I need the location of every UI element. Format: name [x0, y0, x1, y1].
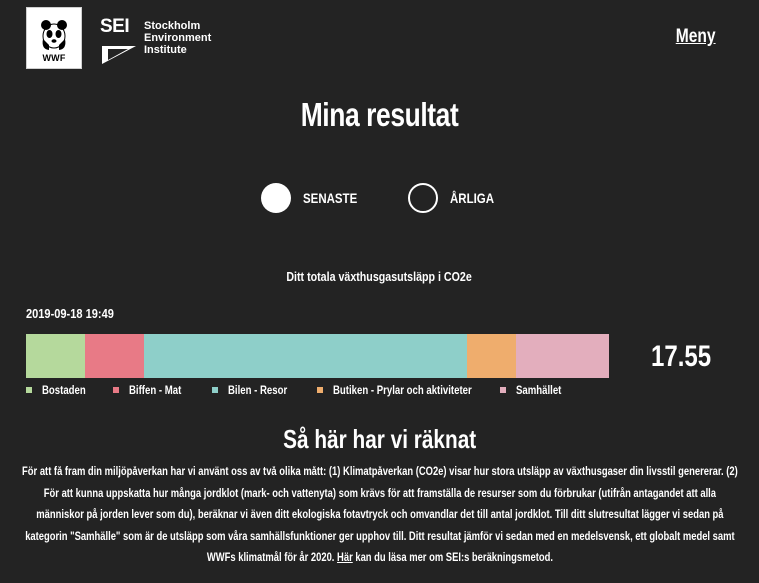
legend-item: Biffen - Mat — [113, 383, 212, 397]
radio-selected-icon[interactable] — [261, 183, 291, 213]
sei-logo[interactable]: SEI Stockholm Environment Institute — [100, 16, 230, 68]
header: WWF SEI Stockholm Environment Institute … — [0, 0, 759, 80]
legend-item: Bilen - Resor — [212, 383, 317, 397]
result-timestamp: 2019-09-18 19:49 — [26, 306, 129, 321]
legend-label: Samhället — [516, 383, 562, 397]
wwf-logo[interactable]: WWF — [26, 7, 82, 69]
legend-item: Butiken - Prylar och aktiviteter — [317, 383, 500, 397]
wwf-label: WWF — [42, 53, 66, 63]
toggle-senaste[interactable]: SENASTE — [261, 180, 369, 216]
legend-swatch — [317, 387, 324, 393]
page-title-text: Mina resultat — [300, 96, 459, 133]
legend-label: Bostaden — [42, 383, 86, 397]
bar-segment-2 — [85, 334, 144, 378]
radio-unselected-icon[interactable] — [408, 183, 438, 213]
legend-swatch — [212, 387, 219, 393]
sei-name: Stockholm Environment Institute — [144, 20, 211, 56]
method-text-end: kan du läsa mer om SEI:s beräkningsmetod… — [352, 552, 553, 564]
result-timestamp-text: 2019-09-18 19:49 — [26, 306, 114, 321]
total-value: 17.55 — [651, 340, 726, 374]
sei-line-2: Environment — [144, 32, 212, 44]
toggle-arliga-label: ÅRLIGA — [450, 190, 495, 206]
method-paragraph: För att få fram din miljöpåverkan har vi… — [20, 462, 740, 570]
method-title-text: Så här har vi räknat — [282, 424, 477, 454]
method-text: För att få fram din miljöpåverkan har vi… — [22, 466, 738, 564]
legend-item: Bostaden — [26, 383, 113, 397]
sei-mark: SEI — [100, 16, 130, 37]
sei-line-3: Institute — [144, 44, 187, 56]
chart-subtitle-text: Ditt totala växthusgasutsläpp i CO2e — [286, 269, 473, 284]
chart-legend: Bostaden Biffen - Mat Bilen - Resor Butiken… — [26, 381, 562, 399]
legend-label: Bilen - Resor — [228, 383, 288, 397]
panda-icon — [41, 20, 67, 50]
bar-segment-4 — [467, 334, 516, 378]
method-description: För att få fram din miljöpåverkan har vi… — [20, 462, 740, 570]
legend-label: Butiken - Prylar och aktiviteter — [333, 383, 472, 397]
legend-swatch — [500, 387, 507, 393]
menu-link[interactable]: Meny — [676, 26, 716, 47]
method-title: Så här har vi räknat — [0, 424, 759, 455]
legend-item: Samhället — [500, 383, 562, 397]
toggle-arliga[interactable]: ÅRLIGA — [408, 180, 504, 216]
legend-swatch — [26, 387, 32, 393]
total-value-text: 17.55 — [651, 340, 712, 373]
chart-subtitle: Ditt totala växthusgasutsläpp i CO2e — [0, 269, 759, 284]
page-title: Mina resultat — [0, 96, 759, 134]
bar-segment-1 — [26, 334, 86, 378]
bar-segment-3 — [143, 334, 468, 378]
legend-label: Biffen - Mat — [129, 383, 182, 397]
sei-line-1: Stockholm — [144, 20, 201, 32]
read-more-link[interactable]: Här — [337, 552, 353, 564]
sei-triangle-icon — [102, 46, 136, 64]
emissions-stacked-bar — [26, 334, 609, 378]
legend-swatch — [113, 387, 120, 393]
toggle-senaste-label: SENASTE — [303, 190, 358, 206]
bar-segment-5 — [515, 334, 609, 378]
